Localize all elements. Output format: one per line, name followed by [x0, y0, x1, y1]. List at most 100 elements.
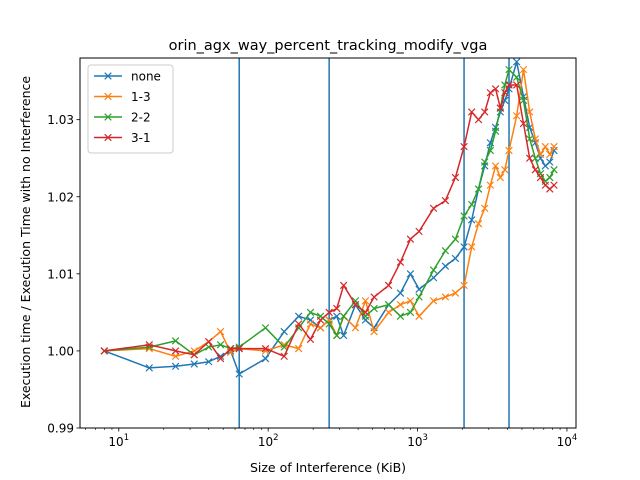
data-point: [486, 146, 495, 155]
plot-frame: [79, 57, 577, 429]
data-point: [226, 344, 235, 353]
data-point: [406, 235, 415, 243]
legend-label: 2-2: [131, 111, 151, 125]
y-tick-label: 1.03: [47, 113, 74, 127]
data-point: [333, 312, 341, 320]
data-point: [306, 320, 315, 328]
y-axis: 0.99 1.00 1.01 1.02 1.03: [47, 113, 80, 436]
data-point: [370, 293, 378, 301]
data-point: [333, 304, 341, 313]
x-tick-label: 102: [258, 433, 279, 449]
data-point: [525, 154, 534, 162]
data-point: [512, 81, 521, 89]
data-point: [294, 312, 303, 320]
data-point: [451, 289, 460, 297]
legend-label: 3-1: [131, 131, 151, 145]
data-point: [460, 243, 468, 251]
data-point: [415, 312, 423, 320]
data-point: [480, 108, 489, 116]
data-point: [441, 246, 450, 255]
legend-item-3-1: 3-1: [94, 131, 151, 145]
data-point: [333, 331, 341, 340]
data-point: [496, 173, 505, 182]
x-tick-label: 101: [108, 433, 129, 449]
data-point: [261, 354, 270, 363]
data-point: [467, 243, 476, 251]
data-point: [505, 81, 513, 89]
data-point: [491, 127, 500, 135]
reference-lines: [238, 58, 510, 428]
data-point: [546, 158, 554, 166]
y-tick-label: 1.01: [47, 267, 74, 281]
data-point: [550, 166, 558, 174]
data-point: [525, 108, 534, 116]
y-tick-label: 0.99: [47, 422, 74, 436]
data-point: [536, 173, 545, 182]
data-point: [361, 308, 370, 317]
data-point: [519, 65, 528, 74]
data-point: [145, 341, 154, 349]
data-point: [467, 216, 476, 224]
data-point: [460, 212, 468, 220]
data-point: [512, 58, 521, 66]
data-point: [216, 341, 225, 349]
data-point: [441, 262, 450, 270]
data-point: [415, 293, 423, 301]
legend-marker: [104, 72, 112, 80]
data-point: [351, 324, 360, 332]
data-point: [384, 281, 393, 290]
x-axis: 101 102 103 104: [85, 428, 578, 449]
legend-box: [87, 64, 174, 154]
data-point: [480, 158, 489, 166]
data-point: [406, 270, 415, 278]
data-point: [519, 119, 528, 128]
legend-label: 1-3: [131, 90, 151, 104]
legend-marker: [104, 113, 112, 121]
data-point: [261, 324, 270, 332]
data-point: [512, 73, 521, 81]
data-point: [486, 88, 495, 97]
data-point: [474, 220, 483, 228]
x-axis-label: Size of Interference (KiB): [250, 460, 406, 475]
x-tick-label: 103: [407, 433, 428, 449]
data-point: [550, 181, 558, 189]
data-point: [396, 300, 405, 309]
data-point: [370, 304, 378, 313]
data-point: [384, 300, 393, 309]
data-point: [361, 297, 370, 305]
data-point: [486, 181, 495, 189]
data-point: [441, 293, 450, 301]
data-point: [451, 173, 460, 182]
data-point: [491, 162, 500, 170]
data-point: [451, 254, 460, 263]
data-point: [531, 135, 540, 143]
data-point: [171, 362, 180, 371]
data-point: [235, 370, 243, 378]
legend-item-none: none: [94, 70, 161, 84]
legend: none 1-3 2-2 3-1: [87, 64, 174, 154]
data-point: [294, 320, 303, 328]
data-point: [541, 142, 550, 151]
x-tick-label: 104: [557, 433, 578, 449]
series-none: [100, 58, 558, 378]
data-point: [525, 135, 534, 143]
y-axis-label: Execution time / Execution Time with no …: [18, 76, 33, 408]
data-point: [406, 308, 415, 317]
data-point: [546, 150, 554, 159]
data-point: [216, 327, 225, 336]
y-tick-label: 1.02: [47, 190, 74, 204]
data-point: [294, 344, 303, 353]
data-point: [339, 281, 348, 290]
data-point: [505, 146, 513, 155]
data-point: [474, 185, 483, 193]
legend-label: none: [131, 70, 161, 84]
data-point: [441, 196, 450, 205]
data-point: [204, 337, 213, 346]
data-point: [415, 227, 423, 236]
series-layer: [100, 58, 558, 378]
data-point: [429, 266, 438, 274]
data-point: [480, 204, 489, 213]
legend-marker: [104, 92, 112, 101]
data-point: [429, 204, 438, 213]
